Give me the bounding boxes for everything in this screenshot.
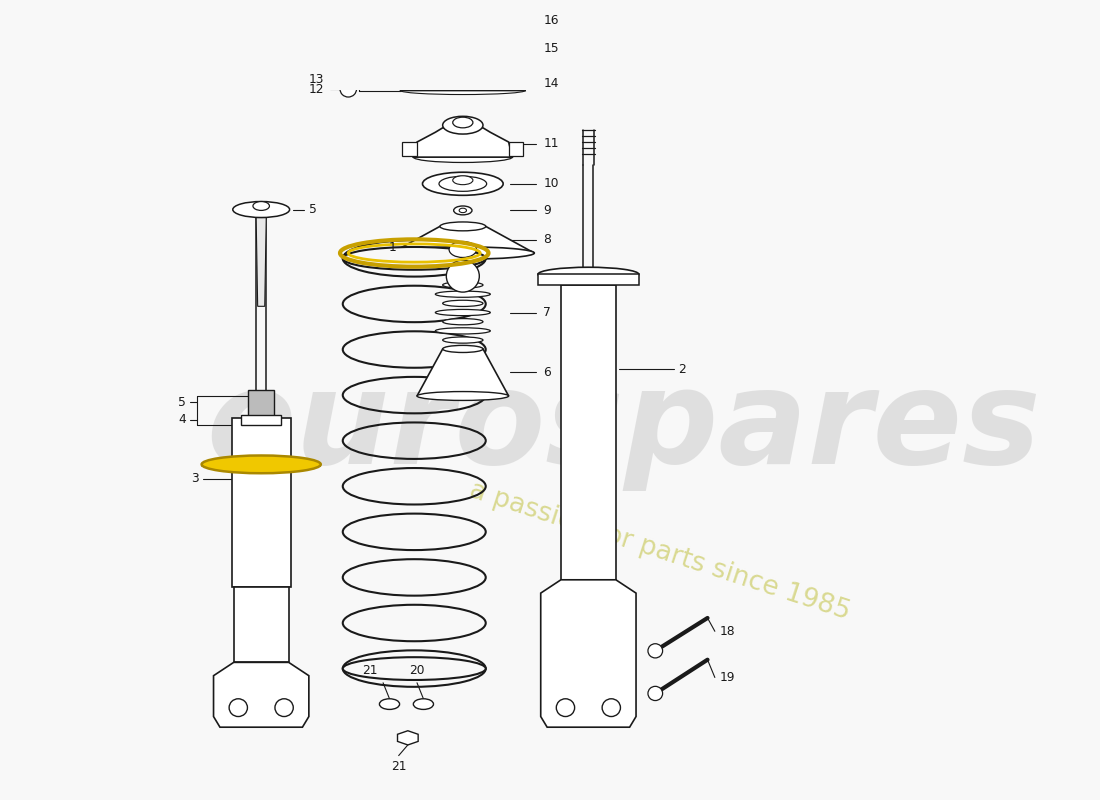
Text: 8: 8 (543, 234, 551, 246)
Ellipse shape (422, 172, 503, 195)
Text: 5: 5 (309, 203, 317, 216)
Polygon shape (201, 459, 321, 466)
Polygon shape (256, 218, 266, 306)
Text: 7: 7 (543, 306, 551, 319)
Ellipse shape (343, 247, 486, 270)
Circle shape (602, 698, 620, 717)
Polygon shape (452, 0, 473, 1)
Text: 3: 3 (191, 472, 199, 485)
Ellipse shape (436, 328, 491, 334)
Ellipse shape (449, 242, 476, 258)
Circle shape (557, 698, 574, 717)
Polygon shape (397, 730, 418, 745)
Ellipse shape (442, 337, 483, 343)
Text: 2: 2 (679, 363, 686, 376)
Ellipse shape (453, 17, 473, 24)
Ellipse shape (379, 698, 399, 710)
Text: 14: 14 (543, 77, 559, 90)
Ellipse shape (436, 310, 491, 316)
Circle shape (420, 78, 431, 88)
Circle shape (494, 78, 505, 88)
Ellipse shape (343, 657, 486, 680)
Bar (339, 75, 360, 85)
Text: 5: 5 (178, 396, 186, 409)
Ellipse shape (417, 391, 508, 401)
Bar (241, 414, 282, 426)
Text: 6: 6 (543, 366, 551, 379)
Text: 12: 12 (309, 82, 324, 95)
Text: 21: 21 (390, 760, 406, 773)
Text: 21: 21 (362, 665, 377, 678)
Text: 20: 20 (409, 665, 425, 678)
Polygon shape (400, 75, 525, 90)
Text: 15: 15 (543, 42, 559, 55)
Bar (233, 587, 288, 662)
Bar (508, 142, 524, 156)
Ellipse shape (233, 202, 289, 218)
Text: a passion for parts since 1985: a passion for parts since 1985 (466, 478, 854, 626)
Ellipse shape (442, 116, 483, 134)
Text: 1: 1 (389, 242, 397, 254)
Ellipse shape (439, 176, 486, 191)
Circle shape (229, 698, 248, 717)
Ellipse shape (400, 86, 525, 94)
Ellipse shape (450, 44, 475, 54)
Ellipse shape (201, 455, 321, 474)
Polygon shape (541, 580, 636, 727)
Ellipse shape (442, 300, 483, 306)
Circle shape (340, 81, 356, 97)
Bar (538, 274, 639, 285)
Ellipse shape (392, 247, 535, 259)
Text: 4: 4 (178, 414, 186, 426)
Ellipse shape (414, 152, 513, 162)
Ellipse shape (442, 318, 483, 325)
Circle shape (447, 260, 480, 292)
Text: 18: 18 (719, 625, 735, 638)
Text: 16: 16 (543, 14, 559, 27)
Ellipse shape (459, 208, 466, 213)
Circle shape (275, 698, 294, 717)
Text: 19: 19 (719, 671, 735, 684)
Polygon shape (213, 662, 309, 727)
Ellipse shape (453, 206, 472, 215)
Text: 13: 13 (309, 74, 324, 86)
Bar (249, 390, 274, 418)
Ellipse shape (439, 14, 486, 27)
Text: 9: 9 (543, 204, 551, 217)
Circle shape (648, 644, 662, 658)
Bar (561, 285, 616, 580)
Polygon shape (414, 128, 513, 157)
Text: 10: 10 (543, 178, 559, 190)
Ellipse shape (440, 222, 486, 231)
Text: 11: 11 (543, 138, 559, 150)
Ellipse shape (538, 267, 639, 282)
Ellipse shape (414, 698, 433, 710)
Polygon shape (417, 349, 508, 396)
Ellipse shape (453, 176, 473, 185)
Polygon shape (392, 226, 535, 253)
Ellipse shape (253, 202, 270, 210)
Text: eurospares: eurospares (206, 363, 1041, 490)
Ellipse shape (442, 282, 483, 288)
Bar (403, 142, 417, 156)
Bar (232, 418, 290, 587)
Ellipse shape (442, 346, 483, 353)
Circle shape (648, 686, 662, 701)
Ellipse shape (453, 117, 473, 128)
Ellipse shape (436, 41, 491, 57)
Ellipse shape (436, 291, 491, 298)
